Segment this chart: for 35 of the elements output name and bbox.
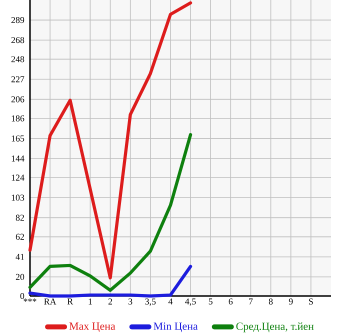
y-tick-label: 227 bbox=[11, 76, 24, 82]
x-tick-label: 7 bbox=[249, 298, 253, 304]
x-tick-label: 3 bbox=[128, 298, 132, 305]
y-tick-label: 206 bbox=[11, 96, 24, 102]
y-tick-label: 186 bbox=[12, 115, 24, 122]
y-tick-label: 268 bbox=[11, 37, 24, 44]
y-tick-label: 20 bbox=[16, 274, 24, 280]
legend-label: Сред.Цена, т.йен bbox=[236, 322, 314, 332]
y-tick-label: 165 bbox=[12, 135, 24, 142]
x-tick-label: R bbox=[67, 298, 74, 304]
y-tick-label: 248 bbox=[11, 56, 24, 62]
line-series bbox=[28, 133, 192, 292]
x-tick-label: 2 bbox=[108, 298, 112, 304]
x-tick-label: *** bbox=[24, 298, 36, 302]
y-tick-label: 124 bbox=[12, 174, 24, 181]
x-tick-label: RA bbox=[44, 298, 56, 304]
y-tick-label: 289 bbox=[11, 17, 24, 24]
x-tick-label: 4,5 bbox=[185, 298, 196, 306]
y-tick-label: 144 bbox=[12, 156, 24, 162]
x-tick-label: 3,5 bbox=[145, 298, 156, 306]
line-series bbox=[28, 1, 192, 280]
x-tick-label: S bbox=[309, 298, 313, 305]
y-tick-label: 103 bbox=[12, 194, 24, 201]
x-tick-label: 6 bbox=[228, 298, 233, 305]
legend-label: Min Цена bbox=[154, 322, 198, 332]
y-tick-label: 0 bbox=[20, 292, 24, 300]
x-tick-label: 9 bbox=[288, 298, 293, 305]
y-tick-label: 62 bbox=[16, 234, 24, 240]
x-tick-label: 4 bbox=[168, 298, 173, 304]
y-tick-label: 82 bbox=[16, 214, 24, 221]
x-tick-label: 8 bbox=[268, 298, 273, 305]
y-tick-label: 41 bbox=[16, 254, 24, 260]
x-tick-label: 5 bbox=[208, 298, 212, 304]
x-tick-label: 1 bbox=[88, 298, 92, 304]
legend-label: Max Цена bbox=[69, 322, 116, 332]
